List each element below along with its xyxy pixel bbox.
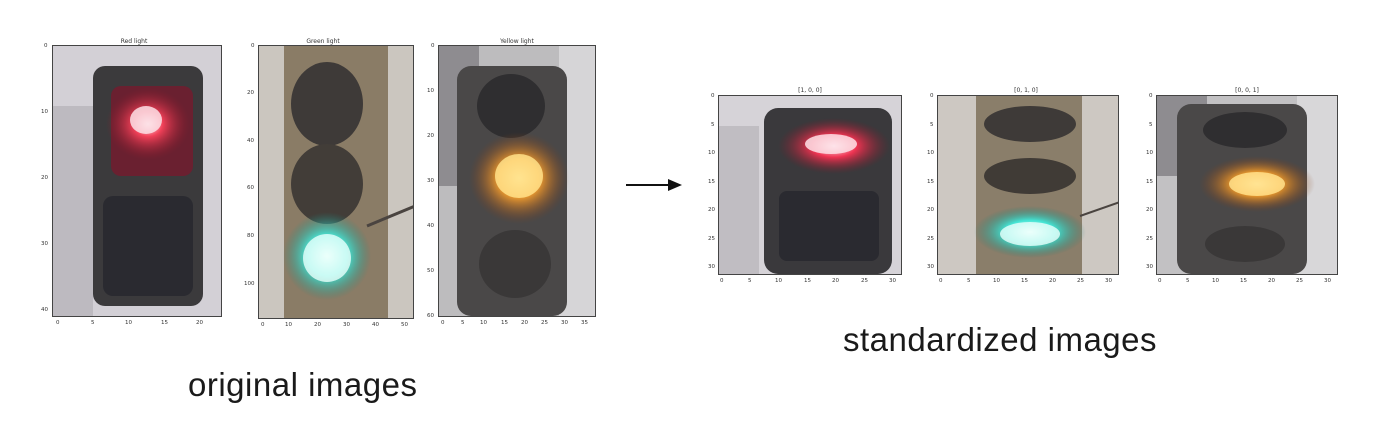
y-tick: 0	[251, 43, 255, 49]
y-tick: 20	[41, 175, 48, 181]
y-tick: 20	[247, 90, 254, 96]
y-tick: 30	[41, 241, 48, 247]
standardized-images-caption: standardized images	[843, 321, 1158, 358]
y-tick: 80	[247, 233, 254, 239]
y-tick: 30	[708, 264, 715, 270]
x-tick: 5	[1186, 278, 1190, 284]
y-tick: 5	[1149, 122, 1153, 128]
y-tick: 10	[927, 150, 934, 156]
panel-title: Yellow light	[500, 38, 534, 45]
x-tick: 30	[1105, 278, 1112, 284]
y-tick: 15	[927, 179, 934, 185]
y-tick: 10	[1146, 150, 1153, 156]
y-tick: 20	[427, 133, 434, 139]
y-tick: 20	[708, 207, 715, 213]
y-tick: 40	[41, 307, 48, 313]
x-tick: 15	[1021, 278, 1028, 284]
x-tick: 30	[343, 322, 350, 328]
x-tick: 20	[832, 278, 839, 284]
x-tick: 10	[775, 278, 782, 284]
x-tick: 30	[561, 320, 568, 326]
y-tick: 30	[1146, 264, 1153, 270]
x-tick: 50	[401, 322, 408, 328]
y-tick: 10	[708, 150, 715, 156]
x-tick: 10	[125, 320, 132, 326]
panel-title: [1, 0, 0]	[798, 87, 822, 94]
x-tick: 15	[804, 278, 811, 284]
red-light-image	[52, 45, 222, 317]
x-tick: 35	[581, 320, 588, 326]
y-tick: 20	[1146, 207, 1153, 213]
x-tick: 5	[91, 320, 95, 326]
y-tick: 0	[44, 43, 48, 49]
yellow-light-image	[438, 45, 596, 317]
x-tick: 20	[196, 320, 203, 326]
y-tick: 5	[711, 122, 715, 128]
x-tick: 5	[748, 278, 752, 284]
x-tick: 30	[889, 278, 896, 284]
arrow-right-icon	[626, 178, 682, 192]
x-tick: 0	[1158, 278, 1162, 284]
y-tick: 25	[708, 236, 715, 242]
y-tick: 100	[244, 281, 255, 287]
y-tick: 0	[930, 93, 934, 99]
y-tick: 20	[927, 207, 934, 213]
x-tick: 10	[285, 322, 292, 328]
x-tick: 0	[939, 278, 943, 284]
x-tick: 15	[1240, 278, 1247, 284]
y-tick: 10	[427, 88, 434, 94]
x-tick: 25	[541, 320, 548, 326]
panel-title: [0, 0, 1]	[1235, 87, 1259, 94]
y-tick: 30	[427, 178, 434, 184]
x-tick: 5	[967, 278, 971, 284]
x-tick: 25	[1296, 278, 1303, 284]
x-tick: 10	[993, 278, 1000, 284]
y-tick: 40	[247, 138, 254, 144]
x-tick: 15	[501, 320, 508, 326]
y-tick: 30	[927, 264, 934, 270]
x-tick: 20	[314, 322, 321, 328]
x-tick: 30	[1324, 278, 1331, 284]
green-light-image	[258, 45, 414, 319]
x-tick: 10	[480, 320, 487, 326]
y-tick: 0	[431, 43, 435, 49]
x-tick: 20	[1049, 278, 1056, 284]
x-tick: 20	[521, 320, 528, 326]
standardized-yellow-image	[1156, 95, 1338, 275]
panel-title: [0, 1, 0]	[1014, 87, 1038, 94]
y-tick: 25	[1146, 236, 1153, 242]
y-tick: 60	[427, 313, 434, 319]
x-tick: 0	[720, 278, 724, 284]
x-tick: 0	[56, 320, 60, 326]
panel-title: Red light	[120, 38, 148, 45]
y-tick: 60	[247, 185, 254, 191]
x-tick: 0	[261, 322, 265, 328]
x-tick: 40	[372, 322, 379, 328]
y-tick: 10	[41, 109, 48, 115]
y-tick: 25	[927, 236, 934, 242]
x-tick: 25	[861, 278, 868, 284]
x-tick: 5	[461, 320, 465, 326]
y-tick: 5	[930, 122, 934, 128]
x-tick: 20	[1268, 278, 1275, 284]
original-images-caption: original images	[188, 366, 418, 403]
x-tick: 15	[161, 320, 168, 326]
x-tick: 0	[441, 320, 445, 326]
x-tick: 25	[1077, 278, 1084, 284]
y-tick: 15	[1146, 179, 1153, 185]
y-tick: 0	[1149, 93, 1153, 99]
y-tick: 0	[711, 93, 715, 99]
panel-title: Green light	[306, 38, 340, 45]
y-tick: 50	[427, 268, 434, 274]
standardized-green-image	[937, 95, 1119, 275]
y-tick: 15	[708, 179, 715, 185]
standardized-red-image	[718, 95, 902, 275]
x-tick: 10	[1212, 278, 1219, 284]
y-tick: 40	[427, 223, 434, 229]
